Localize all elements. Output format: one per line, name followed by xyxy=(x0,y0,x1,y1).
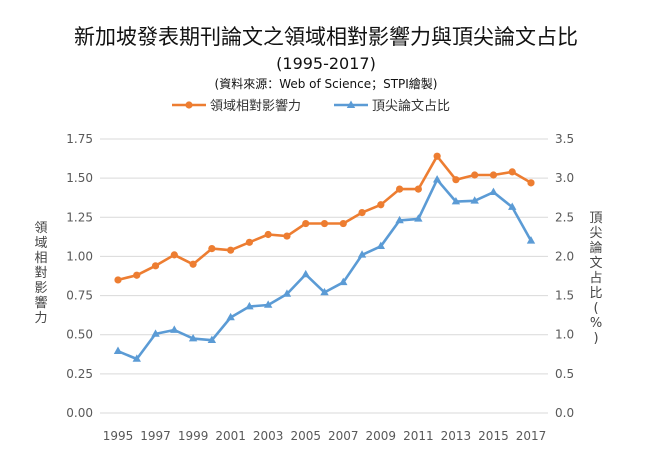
y-right-tick-label: 2.5 xyxy=(555,210,574,224)
data-point-top-papers xyxy=(508,202,517,210)
data-point-impact xyxy=(151,262,160,270)
chart-subtitle: (1995-2017) xyxy=(276,54,376,73)
x-tick-label: 2009 xyxy=(366,429,397,443)
legend-label-top-papers: 頂尖論文占比 xyxy=(372,98,450,114)
data-point-top-papers xyxy=(301,269,310,278)
legend-marker-top-papers xyxy=(346,100,356,108)
y-right-tick-label: 3.0 xyxy=(555,171,574,185)
y-right-tick-label: 2.0 xyxy=(555,249,574,263)
x-tick-label: 1999 xyxy=(178,429,209,443)
data-point-impact xyxy=(283,232,291,240)
y-left-tick-label: 1.50 xyxy=(66,171,93,185)
data-point-impact xyxy=(245,238,254,246)
data-point-impact xyxy=(170,251,178,259)
y-left-tick-label: 1.75 xyxy=(66,132,93,146)
x-tick-label: 2005 xyxy=(290,429,321,443)
x-axis-ticks: 1995 1997 1999 2001 2003 2005 2007 2009 2011 2013… xyxy=(103,429,547,443)
x-tick-label: 2013 xyxy=(441,429,472,443)
data-point-top-papers xyxy=(357,250,367,258)
data-point-top-papers xyxy=(188,334,198,342)
y-left-tick-label: 0.25 xyxy=(66,367,93,381)
x-tick-label: 2017 xyxy=(516,429,547,443)
y-right-tick-label: 3.5 xyxy=(555,132,574,146)
legend: 領域相對影響力 頂尖論文占比 xyxy=(172,98,450,114)
data-point-impact xyxy=(358,208,366,217)
data-point-impact xyxy=(133,271,141,279)
data-point-impact xyxy=(508,168,516,176)
data-point-top-papers xyxy=(113,346,123,354)
data-point-impact xyxy=(264,230,272,239)
data-point-top-papers xyxy=(226,312,235,321)
data-point-top-papers xyxy=(245,301,254,310)
data-point-top-papers xyxy=(263,300,273,308)
data-point-impact xyxy=(208,245,216,253)
data-point-top-papers xyxy=(320,287,329,296)
data-point-impact xyxy=(114,276,122,284)
y-right-tick-label: 1.5 xyxy=(555,289,574,303)
data-point-top-papers xyxy=(282,289,292,297)
y-left-tick-label: 0.00 xyxy=(66,406,93,420)
data-point-top-papers xyxy=(470,196,479,204)
data-point-top-papers xyxy=(207,335,217,343)
left-axis-ticks: 0.00 0.25 0.50 0.75 1.00 1.25 1.50 1.75 xyxy=(66,132,93,420)
data-point-top-papers xyxy=(170,325,179,333)
data-point-top-papers xyxy=(132,354,141,362)
data-point-top-papers xyxy=(414,214,423,222)
y-right-tick-label: 0.5 xyxy=(555,367,574,381)
x-tick-label: 2001 xyxy=(215,429,246,443)
series-group xyxy=(113,152,536,362)
data-point-impact xyxy=(302,219,310,228)
data-point-impact xyxy=(395,185,404,193)
x-tick-label: 2015 xyxy=(478,429,509,443)
x-tick-label: 2007 xyxy=(328,429,359,443)
y-left-tick-label: 0.75 xyxy=(66,289,93,303)
data-point-top-papers xyxy=(395,215,404,224)
data-point-top-papers xyxy=(339,277,348,286)
y-axis-right-label: 頂尖論文占比(%) xyxy=(589,211,602,346)
y-left-tick-label: 0.50 xyxy=(66,328,93,342)
data-point-impact xyxy=(377,201,385,209)
data-point-top-papers xyxy=(526,236,536,244)
data-point-impact xyxy=(452,176,460,184)
data-point-top-papers xyxy=(151,329,160,337)
data-point-impact xyxy=(320,219,329,228)
data-point-top-papers xyxy=(432,175,442,183)
legend-marker-impact xyxy=(185,101,193,109)
y-right-tick-label: 0.0 xyxy=(555,406,574,420)
x-tick-label: 1997 xyxy=(140,429,171,443)
data-point-impact xyxy=(527,179,535,187)
data-point-top-papers xyxy=(489,187,498,196)
data-point-top-papers xyxy=(376,241,386,250)
data-point-impact xyxy=(189,260,197,268)
x-tick-label: 2011 xyxy=(403,429,434,443)
chart-title: 新加坡發表期刊論文之領域相對影響力與頂尖論文占比 xyxy=(74,25,578,49)
y-right-tick-label: 1.0 xyxy=(555,328,574,342)
data-point-impact xyxy=(227,246,235,254)
x-tick-label: 2003 xyxy=(253,429,284,443)
x-tick-label: 1995 xyxy=(103,429,134,443)
right-axis-ticks: 0.0 0.5 1.0 1.5 2.0 2.5 3.0 3.5 xyxy=(555,132,574,420)
y-axis-left-label: 領域相對影響力 xyxy=(34,220,47,326)
gridlines xyxy=(100,138,548,414)
y-left-tick-label: 1.00 xyxy=(66,249,93,263)
data-point-impact xyxy=(471,171,479,179)
chart-source: (資料來源：Web of Science；STPI繪製) xyxy=(215,76,438,91)
data-point-top-papers xyxy=(451,197,461,205)
data-point-impact xyxy=(414,185,422,193)
data-point-impact xyxy=(433,152,441,160)
data-point-impact xyxy=(339,219,347,228)
data-point-impact xyxy=(489,171,498,179)
legend-item-top-papers: 頂尖論文占比 xyxy=(334,98,450,114)
y-left-tick-label: 1.25 xyxy=(66,210,93,224)
legend-label-impact: 領域相對影響力 xyxy=(210,98,301,114)
legend-item-impact: 領域相對影響力 xyxy=(172,98,301,114)
